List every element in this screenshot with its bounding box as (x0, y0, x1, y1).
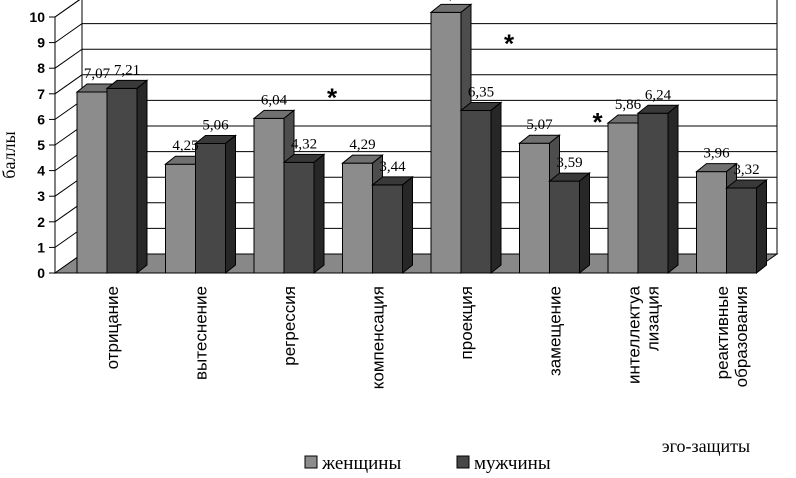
data-label-women: 3,96 (703, 146, 730, 162)
y-tick-label: 5 (37, 137, 45, 153)
bar-front (283, 161, 315, 274)
bar-men (548, 172, 591, 275)
bar-front (106, 87, 138, 274)
bar-side (225, 134, 236, 275)
bar-side (667, 104, 679, 275)
data-label-men: 3,59 (556, 155, 582, 171)
bar-front (195, 142, 226, 274)
data-label-men: 6,35 (468, 84, 494, 100)
bar-front (519, 142, 550, 274)
data-label-men: 4,32 (291, 136, 317, 152)
category-label-line: образования (732, 286, 751, 387)
y-tick-label: 0 (37, 265, 45, 281)
data-label-men: 5,06 (202, 117, 229, 133)
data-label-women: 4,29 (349, 137, 375, 153)
legend-label-men: мужчины (474, 453, 551, 474)
category-label-line: замещение (546, 286, 565, 376)
legend: женщины мужчины (304, 453, 551, 474)
category-label-line: реактивные (713, 286, 732, 379)
category-label: реактивные образования (713, 286, 751, 387)
data-label-women: 6,04 (261, 92, 288, 108)
y-tick-label: 9 (37, 35, 45, 51)
bar-side (579, 172, 590, 275)
bar-men (194, 134, 237, 275)
legend-swatch-men (456, 455, 470, 469)
bar-front (637, 112, 669, 274)
y-axis-title: баллы (0, 131, 19, 178)
data-label-women: 10,18 (434, 0, 468, 2)
data-label-men: 3,44 (379, 159, 406, 175)
data-label-men: 3,32 (733, 162, 759, 178)
significance-markers: * * * (327, 28, 604, 137)
category-label-line: регрессия (280, 286, 299, 366)
significance-star: * (327, 82, 338, 112)
bar-men (459, 101, 503, 275)
bar-front (430, 11, 462, 274)
gridline (54, 0, 81, 18)
bar-side (756, 178, 767, 275)
bar-front (76, 91, 108, 274)
data-label-women: 5,07 (526, 117, 553, 133)
bar-front (607, 122, 639, 274)
category-label: регрессия (280, 286, 299, 366)
significance-star: * (592, 107, 603, 137)
data-label-women: 5,86 (615, 97, 642, 113)
category-label-line: лизация (644, 286, 663, 351)
bar-side (490, 101, 502, 275)
bars (75, 3, 768, 275)
data-labels: 7,077,21 4,255,06 6,04 4,32 4,293,44 10,18 6,3… (84, 0, 760, 178)
y-tick-label: 7 (37, 86, 45, 102)
category-label-line: отрицание (103, 286, 122, 369)
data-label-men: 6,24 (645, 87, 672, 103)
category-label-line: вытеснение (192, 286, 211, 380)
bar-men (725, 178, 768, 275)
bar-men (105, 79, 149, 275)
category-label: замещение (546, 286, 565, 376)
y-tick-label: 1 (37, 239, 45, 255)
category-label: отрицание (103, 286, 122, 369)
bar-front (342, 162, 373, 274)
bar-men (282, 153, 326, 275)
bar-front (726, 187, 757, 274)
x-axis-title: эго-защиты (662, 436, 750, 456)
y-tick-label: 8 (37, 60, 45, 76)
data-label-women: 7,07 (84, 66, 111, 82)
bar-side (313, 153, 325, 275)
y-tick-label: 2 (37, 214, 45, 230)
y-tick-label: 4 (37, 163, 45, 179)
bar-side (136, 79, 148, 275)
bar-side (402, 175, 413, 275)
category-label-line: компенсация (369, 286, 388, 389)
bar-men (371, 175, 414, 275)
bar-front (372, 184, 403, 274)
y-tick-label: 10 (29, 9, 45, 25)
category-label: интеллектуа лизация (625, 285, 663, 384)
category-label-line: проекция (457, 286, 476, 359)
x-axis-categories: отрицание вытеснение регрессия компенсация п… (103, 285, 751, 389)
legend-label-women: женщины (321, 453, 401, 474)
y-tick-label: 6 (37, 111, 45, 127)
category-label: вытеснение (192, 286, 211, 380)
significance-star: * (504, 28, 515, 58)
category-label: компенсация (369, 286, 388, 389)
data-label-men: 7,21 (114, 62, 140, 78)
bar-front (460, 109, 492, 274)
bar-men (636, 104, 680, 275)
data-label-women: 4,25 (172, 138, 198, 154)
category-label-line: интеллектуа (625, 285, 644, 384)
gridline (54, 74, 777, 95)
gridline (54, 48, 777, 69)
bar-front (549, 180, 580, 274)
y-tick-label: 3 (37, 188, 45, 204)
gridline (54, 23, 777, 44)
bar-front (165, 163, 196, 274)
bar-front (696, 171, 727, 274)
y-axis: 0 1 2 3 4 5 6 7 8 9 10 (29, 9, 56, 281)
category-label: проекция (457, 286, 476, 359)
bar-front (253, 117, 285, 274)
legend-swatch-women (304, 455, 318, 469)
